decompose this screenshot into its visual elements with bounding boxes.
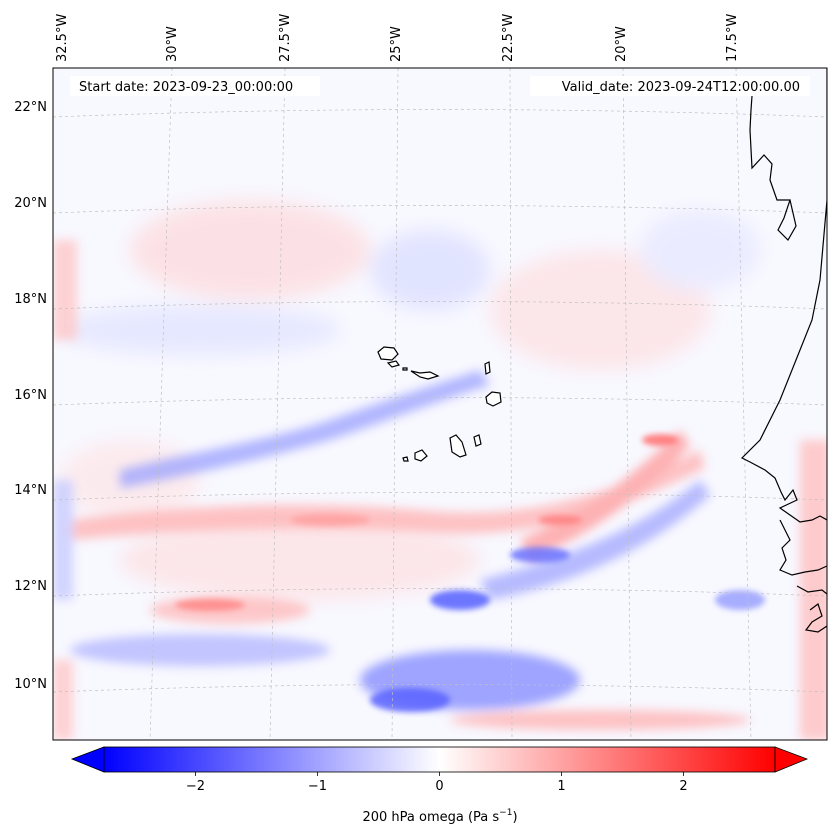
lon-label: 30°W: [165, 26, 180, 62]
colorbar-tick-label: −1: [308, 779, 327, 794]
latitude-labels: 22°N 20°N 18°N 16°N 14°N 12°N 10°N: [14, 100, 47, 692]
lon-label: 32.5°W: [55, 14, 70, 62]
colorbar-tick-label: 1: [557, 779, 565, 794]
island-brava: [402, 456, 409, 462]
colorbar-title-close: ): [512, 810, 517, 825]
island-fogo: [414, 449, 428, 462]
colorbar: −2 −1 0 1 2 200 hPa omega (Pa s−1): [70, 746, 809, 825]
coastlines: [377, 68, 827, 633]
lon-label: 25°W: [389, 26, 404, 62]
lat-label: 10°N: [14, 677, 47, 692]
valid-date-label: Valid_date: 2023-09-24T12:00:00.00: [562, 80, 800, 95]
map-frame: [52, 67, 828, 741]
lat-label: 12°N: [14, 579, 47, 594]
colorbar-tick-label: −2: [186, 779, 205, 794]
lat-label: 20°N: [14, 196, 47, 211]
lat-label: 14°N: [14, 483, 47, 498]
colorbar-body: [103, 746, 776, 773]
colorbar-title-main: 200 hPa omega (Pa s: [362, 810, 499, 825]
island-maio: [473, 434, 482, 447]
island-sao-nicolau: [410, 370, 440, 380]
colorbar-ticks: −2 −1 0 1 2: [186, 772, 688, 794]
colorbar-title: 200 hPa omega (Pa s−1): [362, 808, 517, 825]
lon-label: 22.5°W: [501, 14, 516, 62]
colorbar-tick-label: 2: [679, 779, 687, 794]
lat-label: 22°N: [14, 100, 47, 115]
header-valid-box: [530, 76, 810, 96]
canary-coast: [749, 95, 797, 241]
africa-coastline: [740, 68, 827, 633]
island-santa-luzia: [402, 367, 408, 371]
omega-field: [53, 200, 827, 740]
lon-label: 20°W: [614, 26, 629, 62]
map-area: [53, 68, 827, 740]
header-start-box: [70, 76, 320, 96]
island-santo-antao: [377, 346, 399, 361]
colorbar-extend-low: [70, 746, 105, 773]
longitude-labels: 32.5°W 30°W 27.5°W 25°W 22.5°W 20°W 17.5…: [55, 14, 740, 62]
island-santiago: [449, 434, 467, 458]
start-date-label: Start date: 2023-09-23_00:00:00: [79, 80, 293, 95]
lat-label: 18°N: [14, 292, 47, 307]
lon-label: 17.5°W: [725, 14, 740, 62]
map-background: [53, 68, 827, 740]
graticule: [53, 68, 827, 740]
island-sal: [484, 361, 491, 375]
colorbar-tick-label: 0: [435, 779, 443, 794]
colorbar-title-exp: −1: [499, 808, 512, 818]
lon-label: 27.5°W: [278, 14, 293, 62]
island-sao-vicente: [386, 360, 401, 368]
lat-label: 16°N: [14, 388, 47, 403]
colorbar-extend-high: [774, 746, 809, 773]
island-boa-vista: [485, 391, 502, 407]
